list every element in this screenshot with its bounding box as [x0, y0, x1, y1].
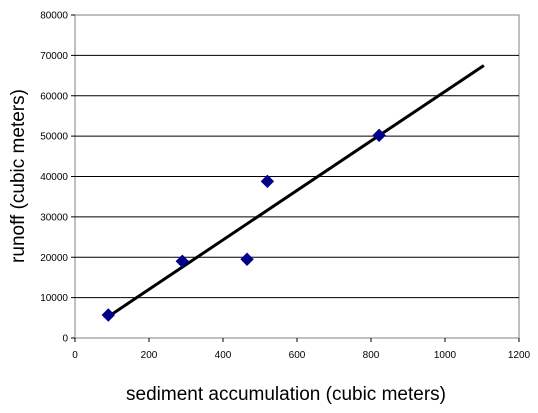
- data-point: [175, 254, 190, 268]
- gridlines: [75, 54, 519, 299]
- x-axis-title: sediment accumulation (cubic meters): [126, 384, 446, 405]
- x-tick-label: 800: [363, 350, 380, 361]
- y-tick-label: 70000: [40, 51, 68, 62]
- x-tick-label: 600: [289, 350, 306, 361]
- x-tick-label: 1200: [508, 350, 531, 361]
- data-point: [260, 174, 275, 189]
- y-tick-label: 50000: [40, 132, 68, 143]
- y-axis-title: runoff (cubic meters): [8, 89, 29, 263]
- trendline-group: [107, 64, 485, 318]
- y-tick-label: 80000: [40, 11, 68, 22]
- y-tick-label: 10000: [40, 293, 68, 304]
- y-tick-label: 40000: [40, 172, 68, 183]
- x-tick-label: 200: [141, 350, 158, 361]
- x-tick-label: 0: [72, 350, 78, 361]
- trendline: [107, 64, 485, 318]
- data-point: [372, 128, 386, 143]
- x-tick-labels: 0 200 400 600 800 1000 1200: [72, 338, 531, 361]
- y-tick-label: 60000: [40, 91, 68, 102]
- y-tick-label: 20000: [40, 253, 68, 264]
- y-tick-label: 0: [62, 334, 68, 345]
- x-tick-label: 400: [215, 350, 232, 361]
- y-tick-label: 30000: [40, 212, 68, 223]
- x-tick-label: 1000: [434, 350, 457, 361]
- data-point: [240, 252, 254, 266]
- y-tick-labels: 0 10000 20000 30000 40000 50000 60000 70000 8000…: [40, 11, 75, 345]
- data-point: [101, 308, 116, 322]
- data-points: [101, 128, 386, 322]
